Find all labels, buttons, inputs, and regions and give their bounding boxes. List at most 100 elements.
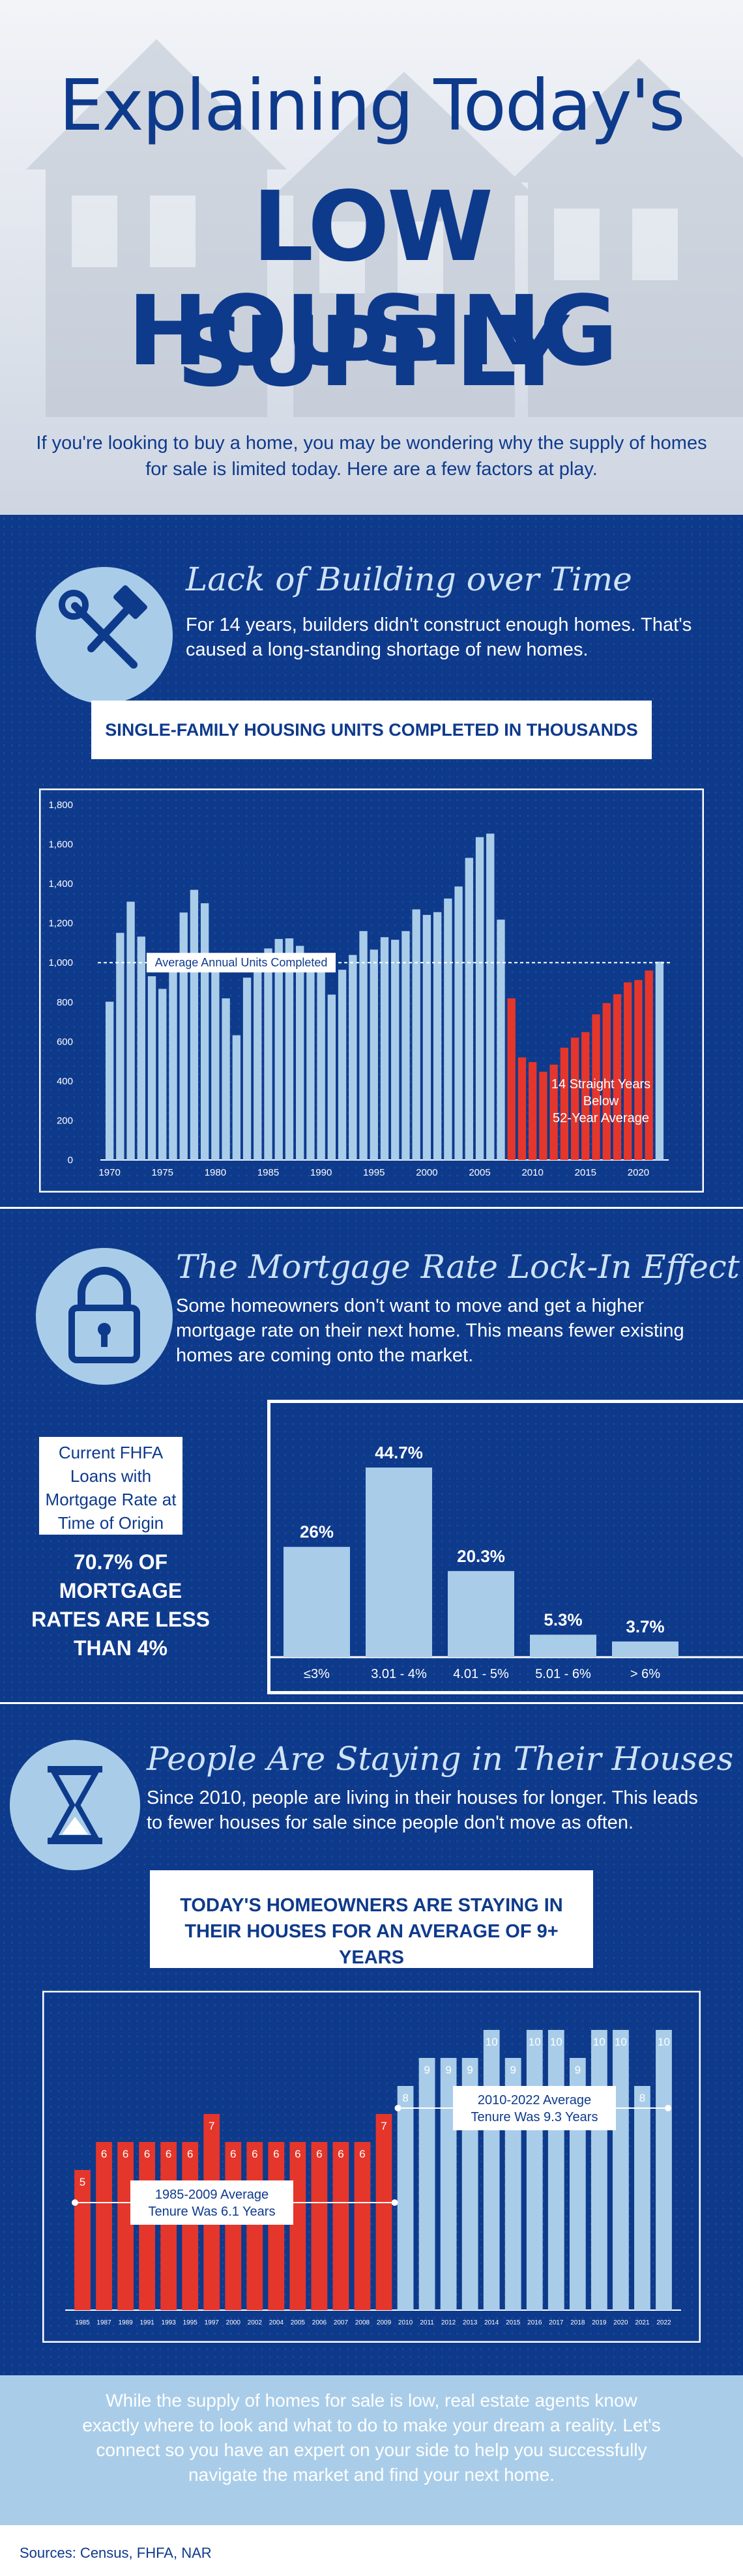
y-tick-label: 800 <box>57 997 73 1008</box>
tenure-value-label: 7 <box>209 2120 214 2132</box>
bar-1982 <box>232 1035 240 1160</box>
fhfa-box: Current FHFA Loans with Mortgage Rate at… <box>39 1437 182 1535</box>
tenure-year-label: 2015 <box>506 2319 521 2326</box>
mortgage-bar-2 <box>448 1570 514 1657</box>
tenure-value-label: 10 <box>550 2036 562 2048</box>
bar-2018 <box>613 994 622 1160</box>
section3-heading: People Are Staying in Their Houses Longe… <box>147 1740 743 1778</box>
tenure-value-label: 7 <box>381 2120 386 2132</box>
bar-1973 <box>137 936 145 1160</box>
bar-2011 <box>539 1071 547 1160</box>
section1-body: For 14 years, builders didn't construct … <box>186 615 692 660</box>
tenure-year-label: 2008 <box>355 2319 370 2326</box>
tenure-value-label: 10 <box>486 2036 498 2048</box>
x-tick-label: 1995 <box>363 1167 385 1178</box>
mortgage-bar-3 <box>530 1634 596 1657</box>
bar-1975 <box>158 989 167 1160</box>
bar-2002 <box>444 898 452 1160</box>
tenure-value-label: 6 <box>252 2148 257 2160</box>
tenure-year-label: 1995 <box>183 2319 198 2326</box>
y-tick-label: 1,600 <box>48 839 73 850</box>
mortgage-value-label: 5.3% <box>544 1610 582 1629</box>
tenure-value-label: 6 <box>101 2148 107 2160</box>
mortgage-value-label: 20.3% <box>457 1546 505 1566</box>
bar-2005 <box>475 837 484 1160</box>
annotation-line: 14 Straight Years <box>551 1077 650 1092</box>
bar-1985 <box>264 948 272 1160</box>
bar-1972 <box>126 901 135 1160</box>
tenure-bar-2010 <box>397 2086 414 2310</box>
bar-2020 <box>634 979 643 1160</box>
bar-2010 <box>529 1062 537 1160</box>
tenure-value-label: 8 <box>639 2092 645 2104</box>
tenure-bar-2020 <box>613 2030 629 2310</box>
tenure-value-label: 6 <box>295 2148 300 2160</box>
tools-icon <box>36 567 173 704</box>
tenure-bar-1993 <box>160 2142 177 2310</box>
tenure-year-label: 2013 <box>463 2319 478 2326</box>
bar-1976 <box>169 957 177 1160</box>
intro-text: If you're looking to buy a home, you may… <box>36 433 707 480</box>
bar-1984 <box>254 957 262 1160</box>
y-tick-label: 1,000 <box>48 957 73 968</box>
tenure-bar-1995 <box>182 2142 199 2310</box>
tenure-year-label: 2000 <box>226 2319 241 2326</box>
tenure-year-label: 2002 <box>248 2319 263 2326</box>
mortgage-bar-4 <box>612 1641 678 1657</box>
bar-1974 <box>147 976 156 1160</box>
x-tick-label: 2000 <box>416 1167 437 1178</box>
tenure-value-label: 6 <box>187 2148 193 2160</box>
y-tick-label: 400 <box>57 1076 73 1087</box>
x-tick-label: 2005 <box>469 1167 490 1178</box>
bar-1998 <box>401 931 410 1160</box>
mortgage-rate-chart: 26% ≤3% 44.7% 3.01 - 4% 20.3% 4.01 - 5% 5.3% 5.… <box>270 1443 743 1681</box>
tenure-value-label: 9 <box>575 2064 581 2076</box>
bar-2006 <box>486 833 495 1160</box>
tenure-value-label: 6 <box>123 2148 128 2160</box>
mortgage-value-label: 3.7% <box>626 1617 664 1636</box>
tenure-bar-2019 <box>590 2030 607 2310</box>
mortgage-bar-0 <box>284 1546 350 1657</box>
tenure-value-label: 9 <box>467 2064 473 2076</box>
tenure-year-label: 2014 <box>484 2319 499 2326</box>
mortgage-category-label: 5.01 - 6% <box>535 1667 591 1681</box>
bar-2001 <box>433 912 442 1160</box>
bar-1980 <box>211 971 220 1160</box>
y-tick-label: 600 <box>57 1036 73 1047</box>
header: Explaining Today's LOW HOUSING SUPPLY If… <box>0 0 743 515</box>
x-tick-label: 2010 <box>521 1167 543 1178</box>
y-tick-label: 1,200 <box>48 918 73 929</box>
housing-units-chart: 0 200 400 600 800 1,000 1,200 1,400 1,600 1,800 19… <box>39 789 704 1193</box>
section2-body: Some homeowners don't want to move and g… <box>176 1295 684 1366</box>
bar-2015 <box>581 1032 590 1160</box>
bar-2017 <box>602 1003 611 1160</box>
tenure-year-label: 2016 <box>527 2319 542 2326</box>
chart1-title: SINGLE-FAMILY HOUSING UNITS COMPLETED IN… <box>91 701 652 759</box>
tenure-value-label: 6 <box>316 2148 322 2160</box>
section-staying-longer: People Are Staying in Their Houses Longe… <box>0 1704 743 2375</box>
bar-1997 <box>391 940 400 1160</box>
red-bracket-dot <box>391 2199 398 2206</box>
tenure-year-label: 1991 <box>140 2319 155 2326</box>
tenure-value-label: 10 <box>615 2036 627 2048</box>
hourglass-icon <box>10 1740 140 1870</box>
bar-1986 <box>274 938 283 1160</box>
tenure-year-label: 2011 <box>420 2319 434 2326</box>
bar-1987 <box>285 938 294 1160</box>
footer-text: While the supply of homes for sale is lo… <box>82 2390 661 2485</box>
tenure-value-label: 6 <box>359 2148 365 2160</box>
bar-1990 <box>317 969 325 1160</box>
tenure-bar-1985 <box>74 2170 91 2310</box>
blue-bracket-dot <box>665 2105 671 2111</box>
tenure-value-label: 10 <box>593 2036 605 2048</box>
tenure-bar-2016 <box>526 2030 543 2310</box>
bar-2013 <box>560 1047 569 1160</box>
annotation-line: Below <box>583 1094 619 1108</box>
tenure-year-label: 2009 <box>377 2319 392 2326</box>
section2-heading: The Mortgage Rate Lock-In Effect <box>176 1248 740 1286</box>
padlock-icon <box>36 1248 173 1385</box>
x-tick-label: 1970 <box>98 1167 120 1178</box>
bar-1970 <box>105 1002 114 1160</box>
tenure-year-label: 1987 <box>96 2319 111 2326</box>
